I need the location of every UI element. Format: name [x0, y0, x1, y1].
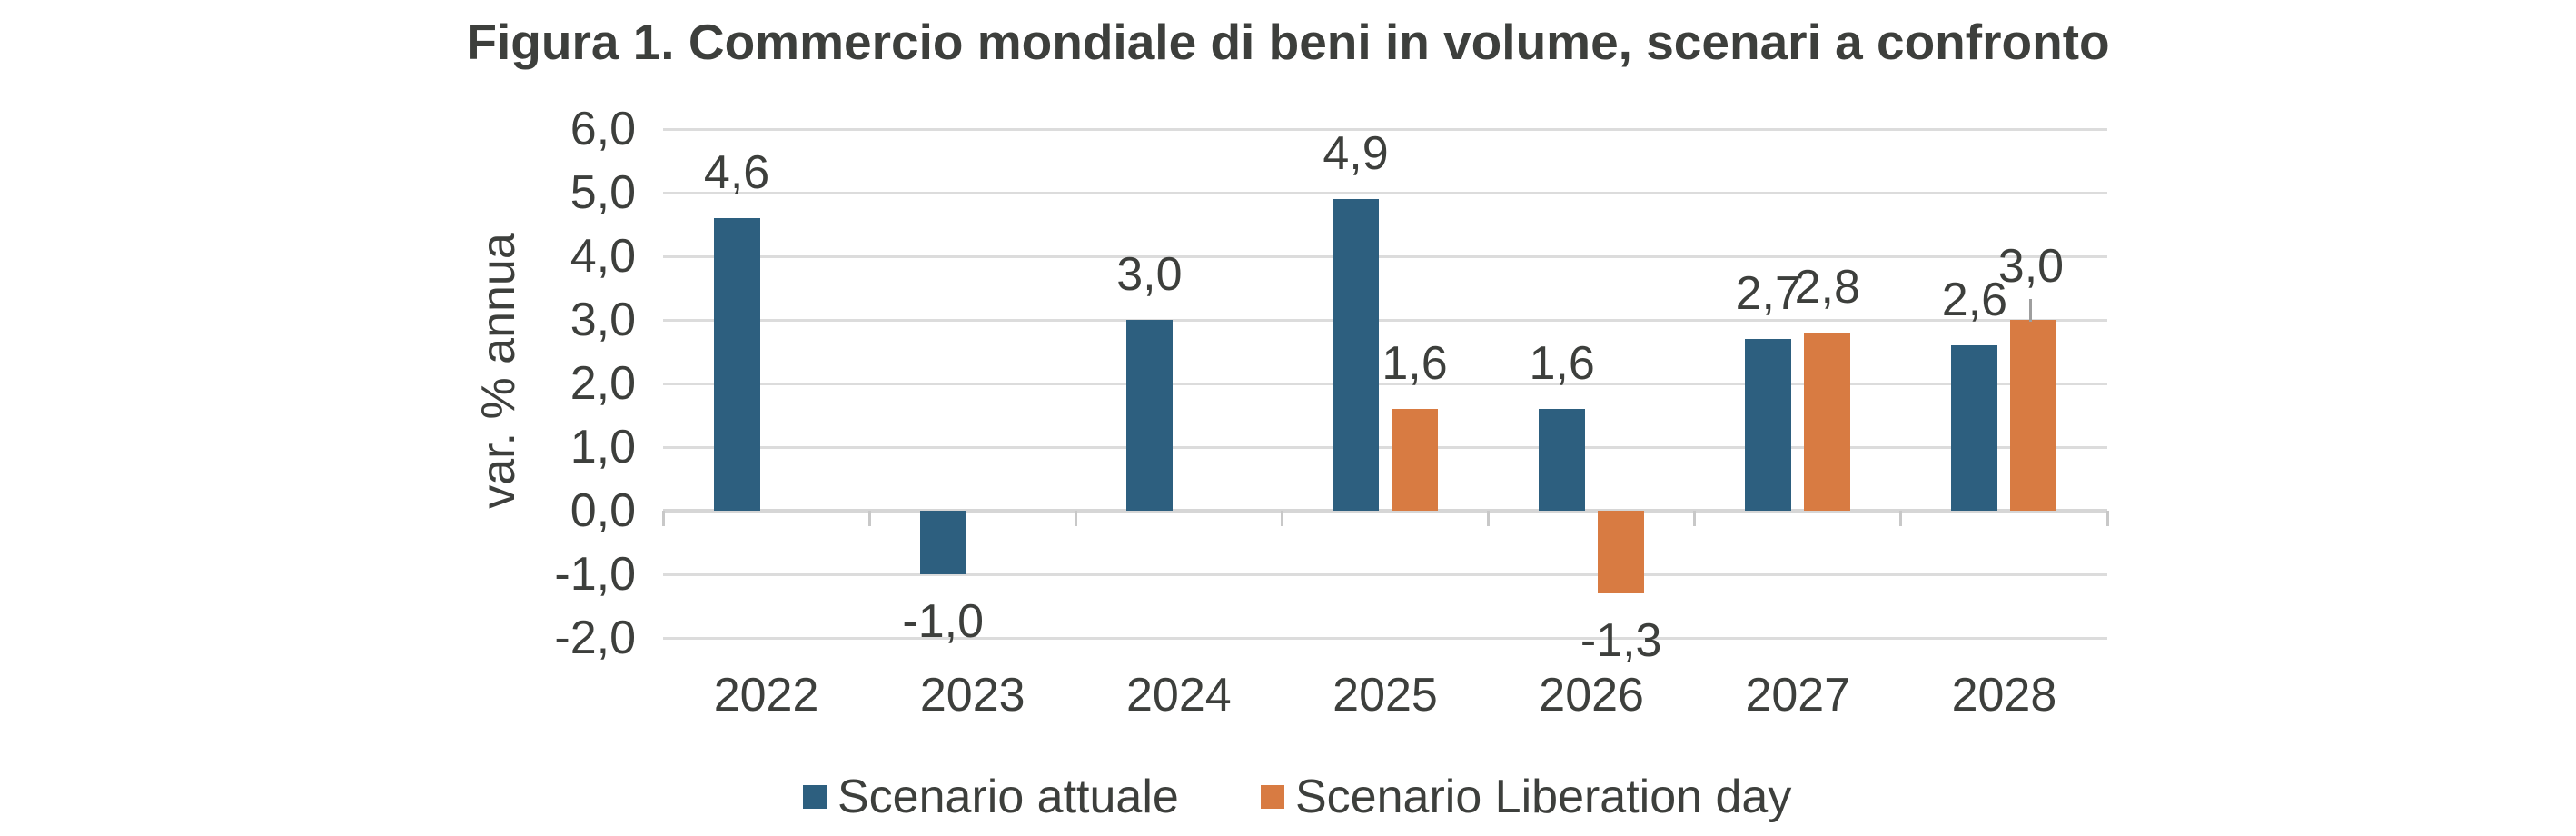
x-tick-label-2027: 2027 — [1745, 669, 1851, 722]
data-label-scenario-attuale-2028: 2,6 — [1941, 274, 2008, 326]
gridline — [663, 254, 2107, 258]
bar-scenario-liberation-day-2026 — [1598, 511, 1645, 593]
data-label-scenario-liberation-day-2026: -1,3 — [1580, 614, 1662, 667]
x-tick-label-2022: 2022 — [713, 669, 819, 722]
gridline — [663, 382, 2107, 385]
bar-scenario-attuale-2026 — [1539, 409, 1586, 511]
legend-label-scenario-liberation-day: Scenario Liberation day — [1295, 771, 1792, 823]
bar-scenario-attuale-2024 — [1125, 320, 1173, 511]
bar-scenario-attuale-2023 — [919, 511, 966, 574]
y-tick-label: 1,0 — [570, 421, 636, 473]
x-tick-label-2026: 2026 — [1539, 669, 1644, 722]
x-axis-tick-mark — [1074, 511, 1077, 526]
x-tick-label-2023: 2023 — [919, 669, 1025, 722]
bar-scenario-liberation-day-2027 — [1804, 333, 1851, 511]
legend-swatch-scenario-liberation-day — [1261, 785, 1284, 809]
gridline — [663, 445, 2107, 449]
x-axis-tick-mark — [1899, 511, 1903, 526]
bar-scenario-attuale-2027 — [1745, 339, 1792, 511]
data-label-scenario-attuale-2025: 4,9 — [1323, 127, 1389, 180]
y-tick-label: 4,0 — [570, 230, 636, 283]
y-tick-label: 6,0 — [570, 103, 636, 155]
y-tick-label: -1,0 — [554, 548, 636, 601]
data-label-scenario-liberation-day-2027: 2,8 — [1794, 261, 1860, 314]
data-label-scenario-attuale-2022: 4,6 — [703, 146, 770, 199]
bar-scenario-liberation-day-2025 — [1392, 409, 1438, 511]
data-label-scenario-attuale-2024: 3,0 — [1116, 248, 1183, 301]
legend-label-scenario-attuale: Scenario attuale — [837, 771, 1179, 823]
y-tick-label: 2,0 — [570, 357, 636, 410]
x-tick-label-2028: 2028 — [1951, 669, 2057, 722]
bar-scenario-attuale-2025 — [1333, 199, 1379, 511]
x-axis-tick-mark — [661, 511, 665, 526]
chart-title: Figura 1. Commercio mondiale di beni in … — [466, 14, 2110, 70]
legend-swatch-scenario-attuale — [803, 785, 827, 809]
data-label-scenario-attuale-2026: 1,6 — [1529, 337, 1595, 390]
y-tick-label: 5,0 — [570, 166, 636, 219]
data-label-scenario-attuale-2023: -1,0 — [902, 595, 985, 648]
y-tick-label: 0,0 — [570, 484, 636, 537]
data-label-scenario-liberation-day-2025: 1,6 — [1382, 337, 1448, 390]
x-tick-label-2025: 2025 — [1333, 669, 1438, 722]
x-axis-tick-mark — [2105, 511, 2109, 526]
y-tick-label: -2,0 — [554, 612, 636, 664]
bar-scenario-liberation-day-2028 — [2010, 320, 2057, 511]
gridline — [663, 636, 2107, 640]
gridline — [663, 572, 2107, 576]
bar-scenario-attuale-2028 — [1951, 345, 1998, 511]
x-axis-tick-mark — [1487, 511, 1491, 526]
y-axis-title: var. % annua — [472, 233, 525, 509]
x-axis-tick-mark — [1693, 511, 1697, 526]
gridline — [663, 127, 2107, 131]
x-tick-label-2024: 2024 — [1126, 669, 1232, 722]
gridline — [663, 191, 2107, 194]
data-label-scenario-attuale-2027: 2,7 — [1735, 267, 1801, 320]
x-axis-line — [663, 509, 2107, 513]
y-tick-label: 3,0 — [570, 294, 636, 346]
x-axis-tick-mark — [867, 511, 871, 526]
x-axis-tick-mark — [1280, 511, 1283, 526]
bar-scenario-attuale-2022 — [713, 218, 760, 511]
gridline — [663, 318, 2107, 322]
data-label-scenario-liberation-day-2028: 3,0 — [1997, 240, 2065, 293]
data-label-leader-line — [2029, 299, 2033, 322]
